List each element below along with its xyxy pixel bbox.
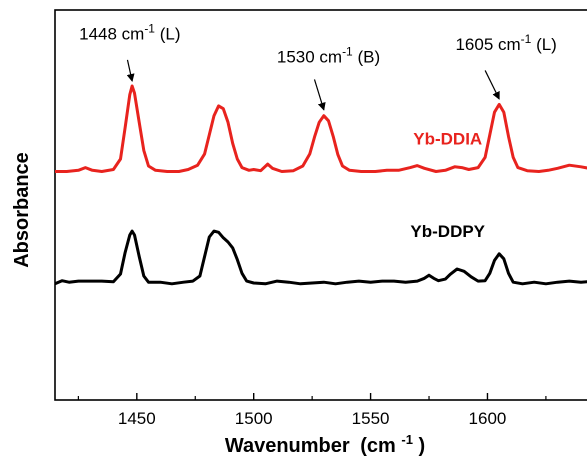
series-label: Yb-DDIA	[413, 130, 482, 149]
peak-annotations: 1448 cm-1 (L) 1530 cm-1 (B) 1605 cm-1 (L)	[79, 21, 557, 111]
x-axis-title-exp: -1	[401, 432, 413, 447]
peak-arrow	[126, 59, 135, 82]
x-axis-title-main: Wavenumber	[225, 435, 350, 457]
x-tick-label: 1450	[118, 409, 156, 428]
x-tick-label: 1600	[469, 409, 507, 428]
x-tick-label: 1550	[352, 409, 390, 428]
x-axis-ticks: 1450 1500 1550 1600	[77, 393, 547, 428]
plot-frame	[54, 9, 587, 401]
x-axis-title: Wavenumber (cm -1 )	[225, 427, 425, 457]
peak-label: 1448 cm-1 (L)	[79, 21, 180, 43]
y-axis-title: Absorbance	[11, 152, 33, 268]
series-group	[54, 84, 587, 286]
peak-arrow	[313, 79, 326, 111]
series-label: Yb-DDPY	[410, 222, 485, 241]
peak-label: 1530 cm-1 (B)	[277, 45, 380, 67]
peak-arrow	[484, 70, 500, 100]
series-line-yb-ddpy	[54, 229, 587, 286]
peak-label: 1605 cm-1 (L)	[455, 32, 556, 54]
x-tick-label: 1500	[235, 409, 273, 428]
x-axis-title-unit: (cm	[360, 435, 396, 457]
series-labels: Yb-DDIA Yb-DDPY	[410, 130, 485, 241]
x-axis-title-close: )	[419, 435, 426, 457]
series-line-yb-ddia	[55, 84, 587, 173]
